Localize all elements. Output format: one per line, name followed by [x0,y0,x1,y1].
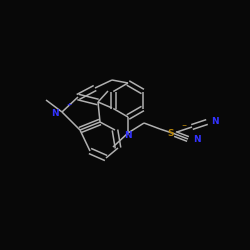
Text: N: N [193,134,200,143]
Text: N: N [211,118,218,126]
Text: −: − [181,122,186,128]
Text: N: N [124,130,132,140]
Text: +: + [66,102,71,108]
Text: S: S [168,128,174,138]
Text: N: N [52,108,59,118]
